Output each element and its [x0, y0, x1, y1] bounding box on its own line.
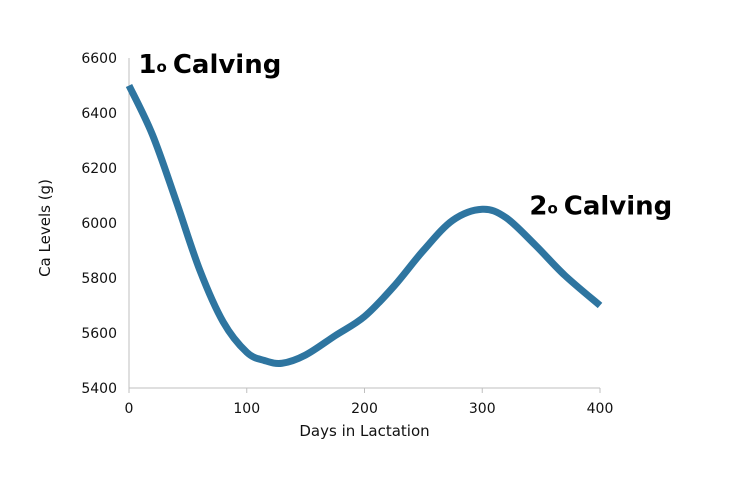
x-tick-label: 400	[587, 401, 614, 417]
calving-annotation: 1o Calving	[138, 50, 281, 80]
x-tick-label: 200	[351, 401, 378, 417]
y-tick-label: 6200	[81, 161, 117, 177]
y-tick-label: 6600	[81, 51, 117, 67]
x-tick-label: 300	[469, 401, 496, 417]
calcium-series-line	[125, 83, 603, 367]
y-axis-ticks: 5400 5600 5800 6000 6200 6400 6600	[81, 51, 117, 397]
annotation-superscript: o	[157, 58, 167, 76]
x-axis-ticks: 0 100 200 300 400	[125, 388, 614, 417]
y-tick-label: 5800	[81, 271, 117, 287]
annotation-number: 2	[529, 191, 547, 221]
y-axis-title: Ca Levels (g)	[36, 179, 54, 277]
y-tick-label: 5600	[81, 326, 117, 342]
chart-series	[125, 83, 603, 367]
annotation-label: Calving	[564, 191, 673, 221]
calving-annotation: 2o Calving	[529, 191, 672, 221]
annotation-label: Calving	[173, 50, 282, 80]
x-tick-label: 0	[125, 401, 134, 417]
x-tick-label: 100	[233, 401, 260, 417]
annotation-number: 1	[138, 50, 156, 80]
y-tick-label: 5400	[81, 381, 117, 397]
y-tick-label: 6000	[81, 216, 117, 232]
annotation-superscript: o	[547, 199, 557, 217]
y-tick-label: 6400	[81, 106, 117, 122]
x-axis-title: Days in Lactation	[299, 422, 429, 440]
chart-axes	[128, 58, 600, 389]
